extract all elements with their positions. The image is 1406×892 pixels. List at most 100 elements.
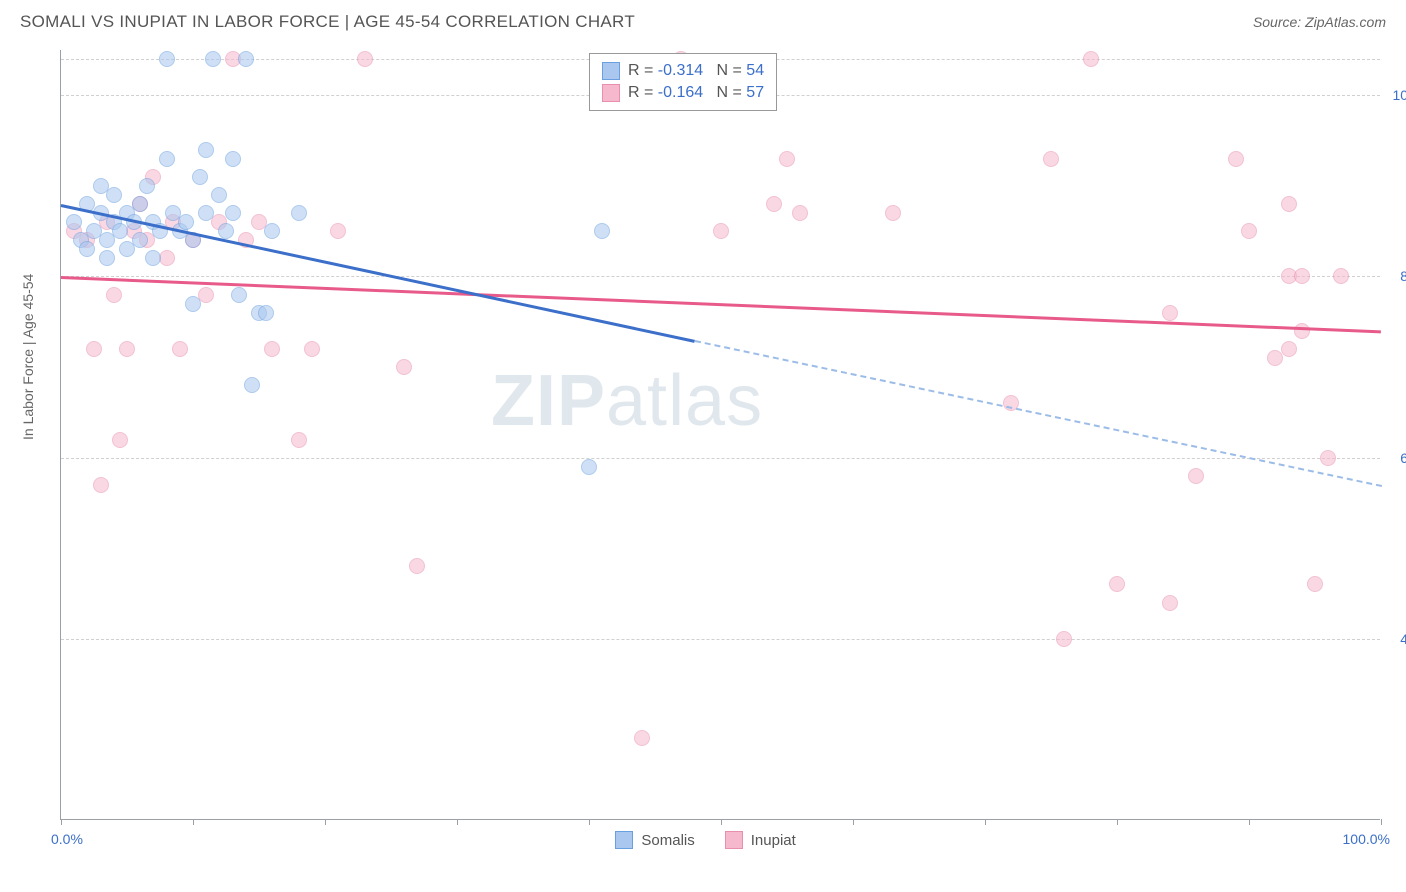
data-point-somalis (581, 459, 597, 475)
legend-label: Somalis (641, 832, 694, 849)
data-point-inupiat (172, 341, 188, 357)
data-point-inupiat (1188, 468, 1204, 484)
data-point-inupiat (291, 432, 307, 448)
data-point-inupiat (93, 477, 109, 493)
data-point-somalis (238, 51, 254, 67)
data-point-somalis (139, 178, 155, 194)
x-tick (589, 819, 590, 825)
data-point-inupiat (1294, 323, 1310, 339)
data-point-somalis (291, 205, 307, 221)
x-tick (1381, 819, 1382, 825)
chart-container: ZIPatlas 40.0%60.0%80.0%100.0%0.0%100.0%… (60, 50, 1380, 820)
data-point-somalis (132, 232, 148, 248)
data-point-inupiat (1333, 268, 1349, 284)
data-point-somalis (198, 142, 214, 158)
gridline-h (61, 276, 1380, 277)
x-tick (193, 819, 194, 825)
x-tick (1249, 819, 1250, 825)
data-point-somalis (79, 241, 95, 257)
data-point-somalis (264, 223, 280, 239)
data-point-somalis (225, 151, 241, 167)
data-point-inupiat (1056, 631, 1072, 647)
data-point-somalis (159, 151, 175, 167)
gridline-h (61, 639, 1380, 640)
plot-area: ZIPatlas 40.0%60.0%80.0%100.0%0.0%100.0%… (60, 50, 1380, 820)
data-point-inupiat (409, 558, 425, 574)
x-tick-label: 100.0% (1343, 831, 1390, 847)
x-tick (325, 819, 326, 825)
x-tick (985, 819, 986, 825)
data-point-inupiat (792, 205, 808, 221)
data-point-inupiat (304, 341, 320, 357)
data-point-somalis (258, 305, 274, 321)
data-point-inupiat (119, 341, 135, 357)
data-point-somalis (99, 250, 115, 266)
watermark-zip: ZIP (491, 361, 606, 441)
legend-stats: R = -0.314 N = 54 (628, 62, 764, 80)
x-tick-label: 0.0% (51, 831, 83, 847)
data-point-inupiat (713, 223, 729, 239)
page-title: SOMALI VS INUPIAT IN LABOR FORCE | AGE 4… (20, 12, 635, 32)
data-point-inupiat (330, 223, 346, 239)
x-tick (1117, 819, 1118, 825)
data-point-somalis (231, 287, 247, 303)
legend-label: Inupiat (751, 832, 796, 849)
data-point-inupiat (357, 51, 373, 67)
data-point-somalis (132, 196, 148, 212)
data-point-inupiat (1162, 305, 1178, 321)
data-point-inupiat (1241, 223, 1257, 239)
y-axis-label: In Labor Force | Age 45-54 (20, 274, 36, 440)
swatch-icon (725, 831, 743, 849)
data-point-inupiat (1281, 196, 1297, 212)
data-point-somalis (218, 223, 234, 239)
x-tick (853, 819, 854, 825)
source-attribution: Source: ZipAtlas.com (1253, 14, 1386, 30)
data-point-somalis (594, 223, 610, 239)
legend-row-inupiat: R = -0.164 N = 57 (602, 82, 764, 104)
data-point-somalis (205, 51, 221, 67)
data-point-inupiat (112, 432, 128, 448)
correlation-legend: R = -0.314 N = 54 R = -0.164 N = 57 (589, 53, 777, 111)
data-point-somalis (211, 187, 227, 203)
data-point-inupiat (1228, 151, 1244, 167)
series-legend: Somalis Inupiat (615, 831, 795, 849)
data-point-somalis (66, 214, 82, 230)
swatch-icon (615, 831, 633, 849)
data-point-inupiat (1083, 51, 1099, 67)
x-tick (457, 819, 458, 825)
watermark: ZIPatlas (491, 360, 763, 442)
data-point-inupiat (1162, 595, 1178, 611)
data-point-inupiat (885, 205, 901, 221)
data-point-somalis (145, 250, 161, 266)
data-point-inupiat (106, 287, 122, 303)
data-point-inupiat (779, 151, 795, 167)
data-point-somalis (198, 205, 214, 221)
data-point-somalis (178, 214, 194, 230)
data-point-inupiat (1307, 576, 1323, 592)
y-tick-label: 100.0% (1385, 87, 1406, 103)
y-tick-label: 80.0% (1385, 268, 1406, 284)
data-point-somalis (244, 377, 260, 393)
legend-item-inupiat: Inupiat (725, 831, 796, 849)
data-point-somalis (106, 187, 122, 203)
data-point-inupiat (396, 359, 412, 375)
legend-stats: R = -0.164 N = 57 (628, 84, 764, 102)
data-point-inupiat (634, 730, 650, 746)
legend-item-somalis: Somalis (615, 831, 694, 849)
data-point-somalis (159, 51, 175, 67)
x-tick (61, 819, 62, 825)
data-point-inupiat (1281, 341, 1297, 357)
data-point-inupiat (1043, 151, 1059, 167)
data-point-somalis (185, 296, 201, 312)
data-point-inupiat (264, 341, 280, 357)
y-tick-label: 60.0% (1385, 450, 1406, 466)
data-point-inupiat (1109, 576, 1125, 592)
x-tick (721, 819, 722, 825)
data-point-inupiat (1294, 268, 1310, 284)
data-point-somalis (192, 169, 208, 185)
data-point-inupiat (86, 341, 102, 357)
data-point-somalis (225, 205, 241, 221)
watermark-atlas: atlas (606, 361, 763, 441)
legend-row-somalis: R = -0.314 N = 54 (602, 60, 764, 82)
swatch-icon (602, 84, 620, 102)
